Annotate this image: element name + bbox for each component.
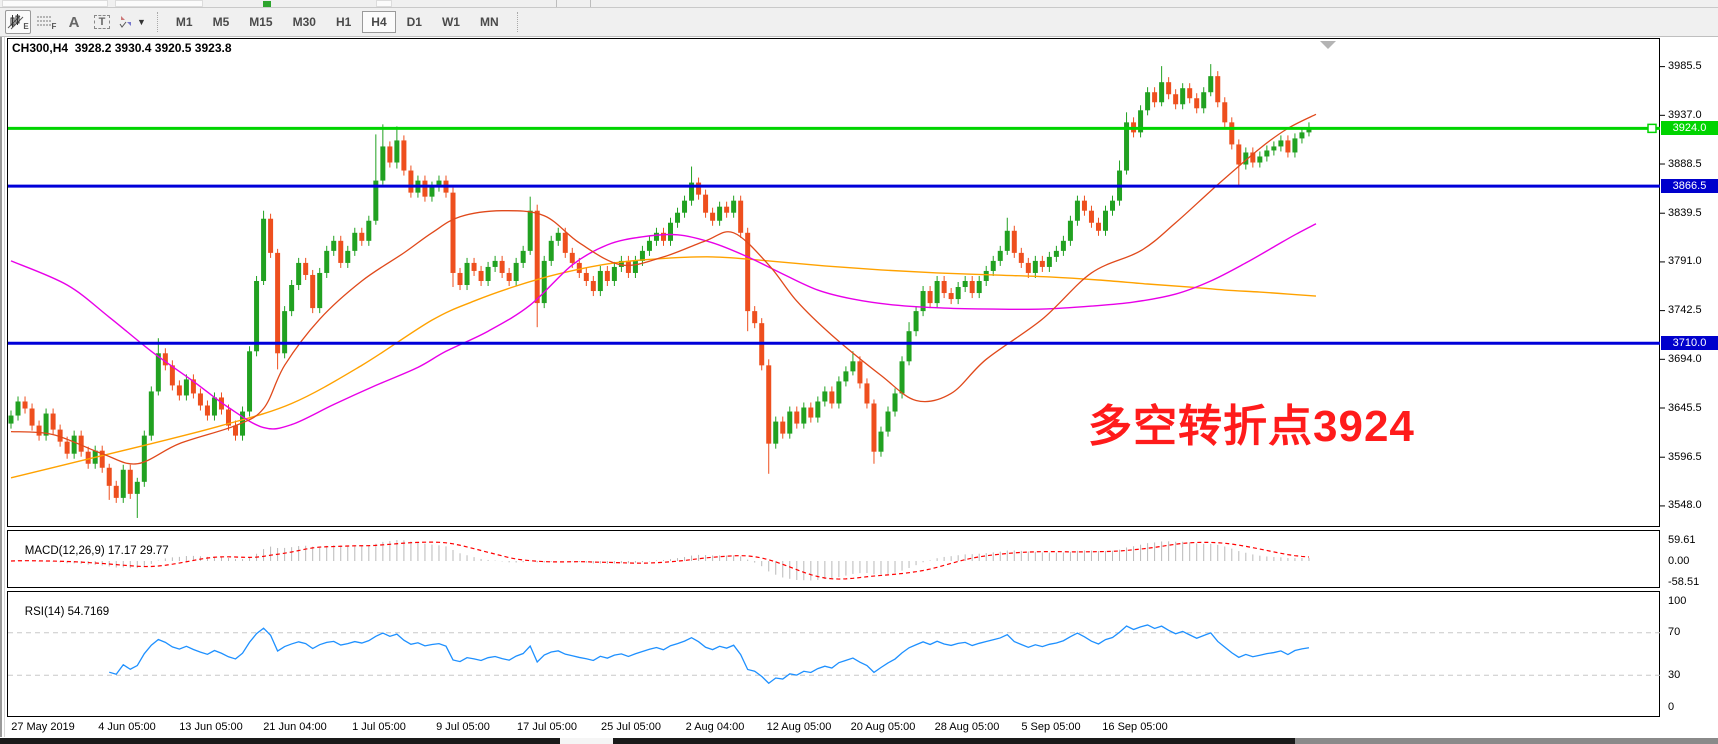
price-tick-label: 3791.0 <box>1668 255 1702 268</box>
timeframe-button-m30[interactable]: M30 <box>292 15 316 29</box>
arrows-dropdown-icon[interactable]: ▼ <box>117 10 147 34</box>
top-partial-separator <box>590 0 591 7</box>
rsi-panel[interactable] <box>7 591 1660 717</box>
price-tick-label: 3548.0 <box>1668 499 1702 512</box>
date-tick-label: 5 Sep 05:00 <box>1021 721 1081 733</box>
timeframe-button-m15[interactable]: M15 <box>249 15 273 29</box>
window-left-edge-inner <box>4 37 5 737</box>
window-left-edge <box>0 37 2 737</box>
rsi-label: RSI(14) 54.7169 <box>12 594 109 630</box>
rsi-axis-label: 70 <box>1668 626 1681 639</box>
rsi-axis-label: 30 <box>1668 668 1681 681</box>
date-tick-label: 13 Jun 05:00 <box>179 721 243 733</box>
dropdown-caret-icon: ▼ <box>137 17 146 27</box>
date-tick-label: 21 Jun 04:00 <box>263 721 327 733</box>
text-label-icon[interactable]: A <box>68 13 80 31</box>
text-box-icon[interactable]: T <box>89 10 115 34</box>
macd-name: MACD(12,26,9) <box>24 545 105 557</box>
date-tick-label: 4 Jun 05:00 <box>98 721 156 733</box>
timeframe-button-h1[interactable]: H1 <box>335 15 352 29</box>
timeframe-button-d1[interactable]: D1 <box>406 15 422 29</box>
top-partial-green-indicator <box>263 1 271 7</box>
date-tick-label: 28 Aug 05:00 <box>934 721 1000 733</box>
price-tick-label: 3742.5 <box>1668 304 1702 317</box>
macd-panel[interactable] <box>7 530 1660 588</box>
date-tick-label: 20 Aug 05:00 <box>850 721 916 733</box>
price-line-badge: 3710.0 <box>1661 336 1718 351</box>
macd-axis-label: 59.61 <box>1668 533 1696 546</box>
rsi-value: 54.7169 <box>67 606 110 618</box>
bottom-strip-segment <box>613 738 1295 744</box>
price-tick-label: 3888.5 <box>1668 157 1702 170</box>
price-tick-label: 3694.0 <box>1668 352 1702 365</box>
toolbar-separator <box>156 12 158 32</box>
rsi-axis-label: 100 <box>1668 594 1687 607</box>
price-tick-label: 3839.5 <box>1668 206 1702 219</box>
top-partial-toolbar <box>0 0 1718 8</box>
timeframe-button-h4[interactable]: H4 <box>362 11 396 33</box>
top-partial-box <box>376 0 392 7</box>
top-partial-box <box>115 0 203 7</box>
bottom-strip-segment <box>0 738 560 744</box>
macd-values: 17.17 29.77 <box>107 545 169 557</box>
indicator-candles-icon[interactable]: E <box>5 10 31 34</box>
price-tick-label: 3937.0 <box>1668 108 1702 121</box>
bottom-window-strip <box>0 738 1718 744</box>
top-partial-separator <box>556 0 557 7</box>
timeframe-button-w1[interactable]: W1 <box>441 15 460 29</box>
timeframe-button-group: M1 M5 M15 M30 H1 H4 D1 W1 MN <box>166 11 509 33</box>
date-tick-label: 27 May 2019 <box>11 721 75 733</box>
macd-axis-label: 0.00 <box>1668 554 1690 567</box>
drawing-and-timeframe-toolbar: E F A T ▼ M1 M5 M15 M30 H1 H4 D1 W1 MN <box>0 8 1718 37</box>
date-tick-label: 2 Aug 04:00 <box>685 721 745 733</box>
toolbar-separator <box>516 12 518 32</box>
time-axis[interactable]: 27 May 2019 4 Jun 05:00 13 Jun 05:00 21 Jun… <box>7 717 1718 737</box>
timeframe-button-m5[interactable]: M5 <box>212 15 230 29</box>
price-tick-label: 3645.5 <box>1668 401 1702 414</box>
icon-sub-label: E <box>23 21 29 31</box>
bottom-strip-segment <box>560 738 613 744</box>
date-tick-label: 17 Jul 05:00 <box>517 721 577 733</box>
bottom-strip-segment <box>1295 738 1718 744</box>
icon-sub-label: F <box>51 21 57 31</box>
price-tick-label: 3985.5 <box>1668 60 1702 73</box>
timeframe-button-m1[interactable]: M1 <box>175 15 193 29</box>
scroll-marker-icon[interactable] <box>1320 41 1336 49</box>
symbol-ohlc-title: CH300,H4 3928.2 3930.4 3920.5 3923.8 <box>12 41 232 55</box>
date-tick-label: 9 Jul 05:00 <box>436 721 490 733</box>
macd-axis-label: -58.51 <box>1668 575 1700 588</box>
chart-text-annotation[interactable]: 多空转折点3924 <box>1088 402 1415 451</box>
date-tick-label: 16 Sep 05:00 <box>1102 721 1168 733</box>
date-tick-label: 1 Jul 05:00 <box>352 721 406 733</box>
date-tick-label: 12 Aug 05:00 <box>766 721 832 733</box>
rsi-name: RSI(14) <box>24 606 65 618</box>
top-partial-box <box>2 0 108 7</box>
price-line-badge: 3866.5 <box>1661 179 1718 194</box>
rsi-axis-label: 0 <box>1668 700 1675 713</box>
price-tick-label: 3596.5 <box>1668 450 1702 463</box>
grid-template-icon[interactable]: F <box>33 10 59 34</box>
price-line-badge: 3924.0 <box>1661 121 1718 136</box>
timeframe-button-mn[interactable]: MN <box>479 15 499 29</box>
macd-label: MACD(12,26,9) 17.17 29.77 <box>12 533 169 569</box>
date-tick-label: 25 Jul 05:00 <box>601 721 661 733</box>
